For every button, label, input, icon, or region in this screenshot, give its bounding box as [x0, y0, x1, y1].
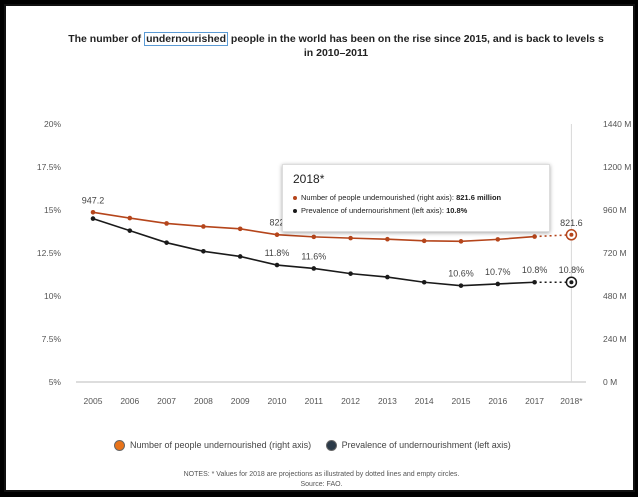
title-line1-post: people in the world has been on the rise… — [227, 33, 604, 45]
tooltip-row-prevalence: Prevalence of undernourishment (left axi… — [293, 204, 539, 217]
right-tick-label: 1200 M — [603, 162, 631, 172]
right-tick-label: 720 M — [603, 248, 627, 258]
data-point — [127, 228, 133, 233]
left-tick-label: 12.5% — [37, 248, 62, 258]
data-point — [421, 238, 427, 244]
data-point — [201, 224, 206, 229]
data-label: 10.7% — [485, 267, 511, 277]
tooltip-row-people: Number of people undernourished (right a… — [293, 191, 539, 204]
data-label: 822 — [269, 218, 284, 228]
right-tick-label: 480 M — [603, 291, 627, 301]
x-tick-label: 2009 — [231, 396, 250, 406]
data-label: 821.6 — [560, 218, 583, 228]
left-tick-label: 10% — [44, 291, 61, 301]
data-label: 11.6% — [301, 251, 326, 261]
data-point — [311, 234, 317, 240]
legend-prevalence-label: Prevalence of undernourishment (left axi… — [341, 440, 511, 451]
legend-item-prevalence[interactable]: Prevalence of undernourishment (left axi… — [325, 440, 511, 452]
x-tick-label: 2012 — [341, 396, 360, 406]
left-tick-label: 7.5% — [42, 334, 62, 344]
title-line1-pre: The number of — [68, 33, 145, 45]
data-point — [421, 279, 427, 285]
chart-title: The number of undernourished people in t… — [16, 32, 633, 60]
left-tick-label: 17.5% — [37, 162, 62, 172]
data-point — [458, 283, 464, 288]
title-line2: in 2010–2011 — [303, 47, 369, 59]
x-tick-label: 2014 — [415, 396, 434, 406]
data-point — [532, 234, 537, 239]
data-label: 10.8% — [559, 265, 585, 275]
left-tick-label: 5% — [49, 377, 62, 387]
x-tick-label: 2018* — [560, 396, 583, 406]
data-point — [90, 216, 96, 221]
left-tick-label: 15% — [44, 205, 61, 215]
chart-frame: The number of undernourished people in t… — [4, 4, 635, 492]
data-point — [127, 215, 133, 221]
data-label: 10.8% — [522, 265, 548, 275]
series-projection-line — [534, 233, 572, 238]
right-tick-label: 240 M — [603, 334, 627, 344]
x-tick-label: 2010 — [268, 396, 287, 406]
legend-prevalence-swatch — [325, 440, 337, 452]
x-tick-label: 2015 — [452, 396, 471, 406]
tooltip-prevalence-label: Prevalence of undernourishment (left axi… — [301, 206, 447, 215]
data-point — [164, 240, 169, 245]
title-highlight: undernourished — [144, 32, 228, 46]
legend-people-swatch — [114, 440, 125, 452]
tooltip-people-dot — [293, 196, 297, 201]
notes-line1: NOTES: * Values for 2018 are projections… — [183, 471, 460, 478]
data-label: 10.6% — [448, 269, 474, 279]
data-point — [274, 232, 280, 238]
x-tick-label: 2013 — [378, 396, 397, 406]
data-point — [385, 274, 390, 280]
projection-point-center — [569, 232, 574, 237]
data-point — [348, 235, 353, 241]
x-tick-label: 2011 — [305, 396, 324, 406]
legend-item-people[interactable]: Number of people undernourished (right a… — [114, 440, 312, 452]
tooltip-prevalence-dot — [293, 209, 297, 214]
right-tick-label: 0 M — [603, 377, 617, 387]
tooltip-people-value: 821.6 million — [456, 193, 502, 202]
data-point — [164, 221, 169, 226]
tooltip-people-label: Number of people undernourished (right a… — [301, 193, 457, 202]
data-point — [311, 266, 317, 271]
legend: Number of people undernourished (right a… — [114, 440, 523, 452]
tooltip-prevalence-value: 10.8% — [446, 206, 468, 215]
x-tick-label: 2016 — [488, 396, 507, 406]
data-point — [201, 248, 206, 254]
right-tick-label: 960 M — [603, 205, 627, 215]
x-tick-label: 2005 — [84, 396, 103, 406]
data-point — [237, 254, 243, 259]
x-tick-label: 2007 — [157, 396, 176, 406]
data-point — [274, 262, 280, 268]
data-point — [90, 209, 96, 215]
x-tick-label: 2006 — [120, 396, 139, 406]
x-tick-label: 2017 — [525, 396, 544, 406]
data-point — [532, 279, 537, 285]
data-point — [385, 236, 390, 242]
tooltip: 2018* Number of people undernourished (r… — [282, 164, 550, 232]
left-tick-label: 20% — [44, 119, 61, 129]
data-point — [348, 271, 353, 276]
data-point — [458, 239, 464, 244]
notes-source: Source: FAO. — [300, 481, 343, 488]
data-point — [495, 237, 501, 242]
right-tick-label: 1440 M — [603, 119, 631, 129]
projection-point-center — [569, 280, 574, 285]
x-tick-label: 2008 — [194, 396, 213, 406]
notes: NOTES: * Values for 2018 are projections… — [6, 470, 633, 490]
tooltip-title: 2018* — [293, 172, 325, 186]
data-point — [237, 226, 243, 232]
data-label: 11.8% — [265, 248, 290, 258]
data-label: 947.2 — [82, 195, 105, 205]
data-point — [495, 281, 501, 287]
legend-people-label: Number of people undernourished (right a… — [130, 440, 312, 451]
line-chart: 5% 7.5% 10% 12.5% 15% 17.5% 20% 0 M 240 M 480 M 72… — [37, 119, 631, 406]
